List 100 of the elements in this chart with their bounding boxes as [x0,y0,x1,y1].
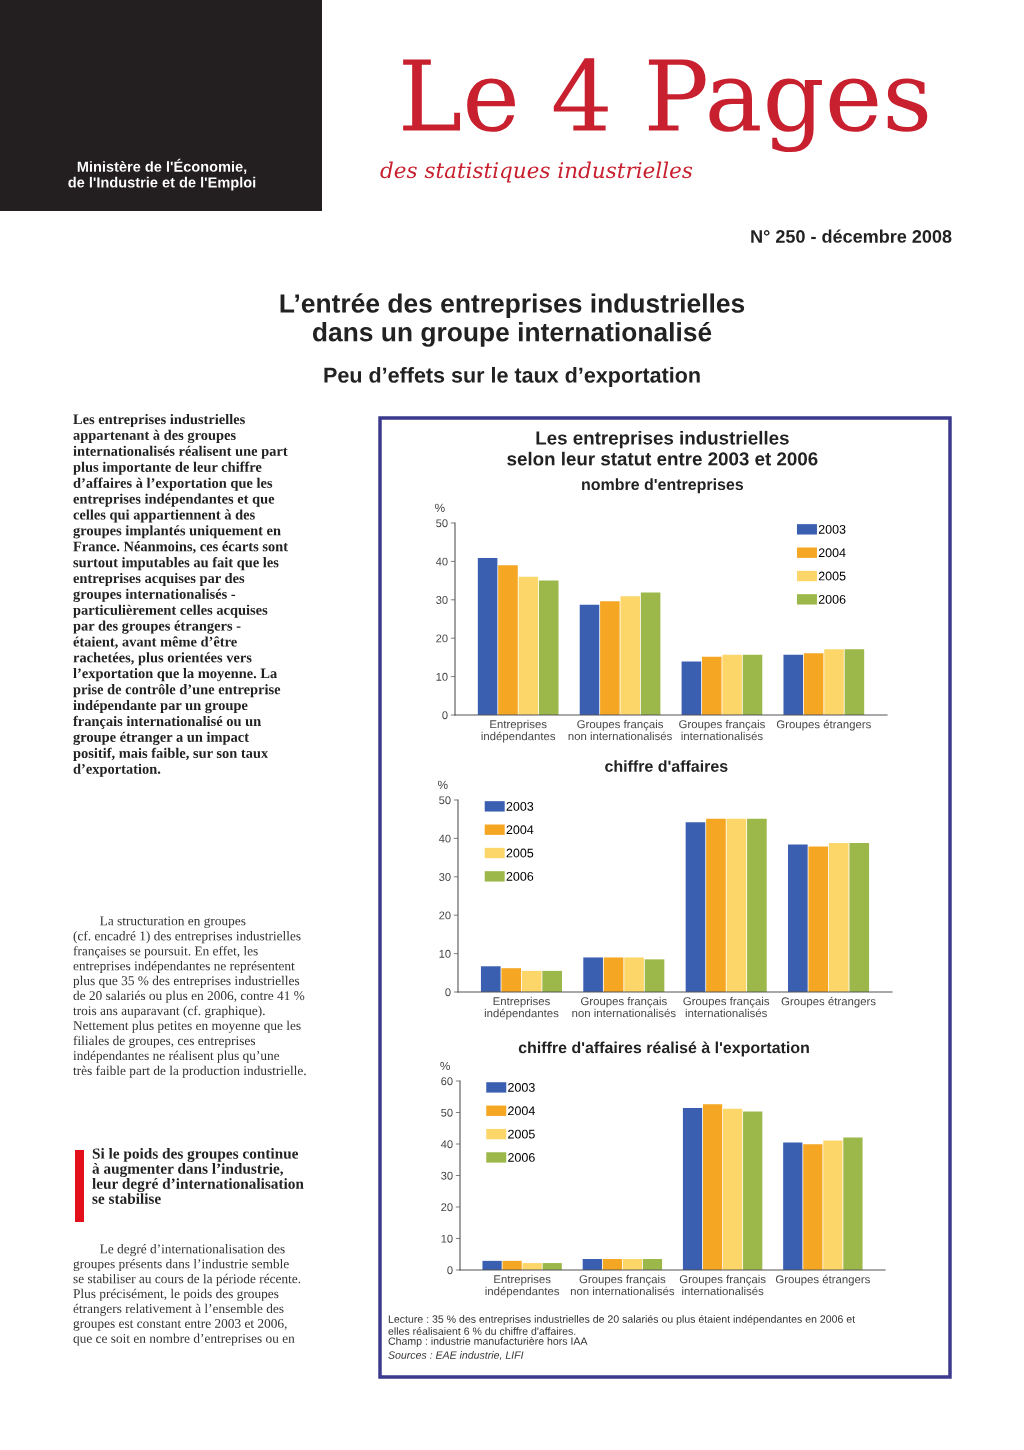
text: L’entrée des entreprises industrielles dans un groupe internationalisé [280,293,745,347]
y-tick-label: 20 [441,1203,453,1212]
text: Le degré d’internationalisation des groupes présents dans l’industrie semble se stabiliser au cours de la période récente. Plus précisément, le poids des groupes étrangers relativement à l’ensemble des groupes est constant entre 2003 et 2006, que ce soit en nombre d’entreprises ou en [73,1244,301,1346]
y-tick-label: 20 [439,911,451,920]
chart-title: chiffre d'affaires [605,760,728,772]
text: Si le poids des groupes continue à augmenter dans l’industrie, leur degré d’internationalisation se stabilise [92,1148,304,1204]
bar [480,966,501,992]
x-tick-label: Groupes français non internationalisés [568,719,672,741]
bar [701,656,722,715]
y-tick-label: 40 [440,1140,453,1149]
text: Peu d’effets sur le taux d’exportation [324,366,700,388]
y-tick-label: 0 [442,711,448,720]
text: Champ : industrie manufacturière hors IAA [388,1337,588,1347]
y-tick-label: 0 [445,988,451,997]
bar [521,970,542,992]
legend-label: 2006 [506,871,534,881]
bar [824,649,844,715]
x-tick-label: Entreprises indépendantes [481,719,556,743]
text: N° 250 - décembre 2008 [751,229,952,243]
bar [538,580,559,715]
text: La structuration en groupes (cf. encadré 1) des entreprises industrielles françaises se poursuit. En effet, les entreprises indépendantes ne représentent plus que 35 % des entreprises industrielles de 20 salariés ou plus en 2006, contre 41 % trois ans auparavant (cf. graphique). Nettement plus petites en moyenne que les filiales de groupes, ces entreprises indépendantes ne réalisent plus qu’une très faible part de la production industrielle. [73,916,306,1078]
bar [600,601,620,715]
bar [624,957,644,992]
legend-label: 2004 [818,548,846,558]
x-tick-label: Entreprises indépendantes [485,1274,560,1298]
y-tick-label: 10 [439,949,451,958]
bar [743,1111,763,1270]
y-tick-label: 30 [441,1171,453,1180]
y-tick-label: 50 [436,519,448,528]
y-tick-label: 60 [441,1077,453,1086]
bar [803,1144,823,1270]
chart-title: Les entreprises industrielles selon leur statut entre 2003 et 2006 [507,430,818,466]
bar [702,1104,723,1270]
bar [722,654,742,715]
legend-label: 2003 [818,524,846,534]
bar [742,654,763,715]
text: Le 4 Pages [403,58,928,153]
y-tick-label: 30 [436,596,448,604]
bar [783,654,804,715]
legend-label: 2006 [508,1153,535,1162]
bar [518,576,539,715]
bar [501,968,522,992]
text: des statistiques industrielles [380,161,693,183]
chart-subtitle: nombre d'entreprises [582,478,744,494]
y-tick-label: 50 [441,1108,453,1117]
y-tick-label: 10 [436,672,448,681]
bar [579,604,600,715]
bar [823,1140,843,1270]
bar [844,649,865,715]
text: Ministère de l'Économie, de l'Industrie et de l'Emploi [68,158,256,191]
x-tick-label: Groupes français internationalisés [683,996,770,1018]
x-tick-label: Groupes étrangers [781,996,876,1008]
x-tick-label: Groupes français internationalisés [679,1274,766,1296]
legend-label: 2003 [508,1082,535,1092]
bar [783,1142,803,1270]
y-axis-title: % [440,1061,450,1071]
text: Lecture : 35 % des entreprises industrielles de 20 salariés ou plus étaient indépendantes en 2006 et elles réalisaient 6 % du chiffre d'affaires. [388,1314,856,1335]
y-tick-label: 20 [436,634,448,643]
bar [477,557,498,715]
bar [788,844,808,992]
bar [583,957,603,992]
text: Les entreprises industrielles appartenant à des groupes internationalisés réalisent une part plus importante de leur chiffre d’affaires à l’exportation que les entreprises indépendantes et que celles qui appartiennent à des groupes implantés uniquement en France. Néanmoins, ces écarts sont surtout imputables au fait que les entreprises acquises par des groupes internationalisés - particulièrement celles acquises par des groupes étrangers - étaient, avant même d’être rachetées, plus orientées vers l’exportation que la moyenne. La prise de contrôle d’une entreprise indépendante par un groupe français internationalisé ou un groupe étranger a un impact positif, mais faible, sur son taux d’exportation. [73,414,288,777]
x-tick-label: Groupes français internationalisés [679,719,765,741]
bar [603,957,624,992]
bar [602,1258,622,1270]
bar [747,818,767,992]
bar [542,970,562,992]
bar [723,1108,743,1270]
bar [685,822,706,992]
y-tick-label: 50 [439,796,451,805]
y-axis-title: % [435,503,445,512]
x-tick-label: Groupes français non internationalisés [570,1274,675,1296]
y-tick-label: 30 [439,873,451,881]
x-tick-label: Groupes français non internationalisés [572,996,676,1018]
y-axis-title: % [437,780,448,789]
chart-title: chiffre d'affaires réalisé à l'exportation [518,1041,809,1057]
bar [843,1137,863,1270]
x-tick-label: Groupes étrangers [776,719,871,731]
legend-label: 2003 [506,801,534,811]
bar [803,653,824,715]
bar [682,1108,703,1270]
legend-label: 2005 [506,848,534,858]
y-tick-label: 40 [435,557,448,566]
bar [642,1258,663,1270]
legend-label: 2006 [818,594,846,604]
x-tick-label: Entreprises indépendantes [484,996,559,1020]
bar [726,818,747,992]
bar [849,843,870,992]
bar [808,846,829,992]
legend-label: 2004 [508,1106,535,1116]
y-tick-label: 10 [441,1234,453,1243]
y-tick-label: 0 [447,1266,453,1275]
bar [498,565,518,715]
legend-label: 2004 [506,825,534,835]
x-tick-label: Groupes étrangers [775,1274,870,1286]
bar [828,843,849,992]
y-tick-label: 40 [438,834,451,843]
bar [620,596,641,715]
bar [681,661,702,715]
source-note: Sources : EAE industrie, LIFI [388,1351,524,1361]
